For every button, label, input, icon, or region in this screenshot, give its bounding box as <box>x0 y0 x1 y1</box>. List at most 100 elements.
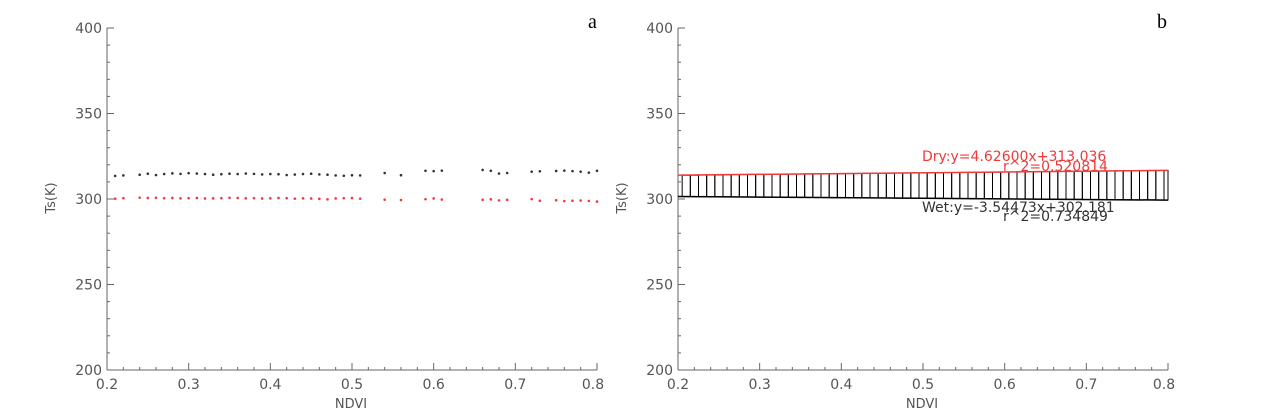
wet-edge-point <box>497 199 501 202</box>
range-box <box>820 173 830 198</box>
dry-edge-point <box>318 173 321 176</box>
dry-edge-point <box>138 173 141 177</box>
wet-edge-point <box>334 197 337 200</box>
wet-edge-point <box>228 196 231 200</box>
range-box <box>1065 170 1075 200</box>
dry-edge-point <box>187 171 190 175</box>
range-box <box>714 174 724 198</box>
wet-edge-point <box>350 196 354 200</box>
dry-edge-point <box>595 169 599 173</box>
wet-edge-point <box>179 197 182 200</box>
range-box <box>1114 170 1124 201</box>
y-tick-label: 300 <box>75 192 102 208</box>
wet-edge-point <box>252 196 256 200</box>
y-tick-label: 300 <box>646 192 673 208</box>
dry-edge-point <box>301 172 305 176</box>
dry-edge-point <box>440 169 444 172</box>
wet-edge-point <box>269 197 272 200</box>
wet-edge-point <box>122 196 125 200</box>
wet-edge-point <box>220 196 223 200</box>
dry-edge-point <box>505 171 509 175</box>
range-box <box>1024 171 1034 200</box>
x-tick-label: 0.4 <box>830 377 852 393</box>
range-box <box>967 171 977 200</box>
range-box <box>779 173 789 198</box>
dry-edge-point <box>285 173 288 177</box>
range-box <box>1032 171 1043 200</box>
x-tick-label: 0.8 <box>1153 377 1175 393</box>
y-tick-label: 250 <box>646 278 673 294</box>
dry-edge-point <box>220 172 223 176</box>
x-tick-label: 0.7 <box>504 377 526 393</box>
range-box <box>787 173 797 198</box>
wet-edge-point <box>579 199 582 202</box>
range-box <box>836 173 846 199</box>
x-tick-label: 0.5 <box>341 377 363 393</box>
x-axis-title-b: NDVI <box>906 397 938 412</box>
range-box <box>902 172 912 199</box>
range-box <box>755 173 765 198</box>
wet-edge-point <box>138 196 141 199</box>
dry-edge-point <box>236 172 239 176</box>
wet-edge-point <box>244 197 248 200</box>
range-box <box>1163 169 1169 201</box>
x-axis-title-a: NDVI <box>335 397 367 412</box>
x-tick-label: 0.6 <box>423 377 445 393</box>
dry-edge-point <box>587 171 591 174</box>
range-box <box>1073 170 1083 200</box>
wet-edge-point <box>571 199 574 203</box>
dry-edge-point <box>179 172 182 176</box>
wet-edge-point <box>285 196 288 200</box>
dry-edge-point <box>244 172 248 175</box>
range-box <box>894 172 904 199</box>
dry-edge-point <box>113 174 117 178</box>
wet-edge-point <box>481 198 484 202</box>
dry-edge-point <box>269 172 272 176</box>
range-box <box>934 172 944 199</box>
plot-area-a: 200 250 300 350 400 0.2 0.3 0.4 0.5 0.6 0.7 0.8 <box>75 21 604 393</box>
range-box <box>828 173 838 199</box>
y-tick-label: 200 <box>646 363 673 379</box>
range-box <box>1081 170 1092 201</box>
dry-edge-point <box>228 172 231 175</box>
dry-edge-point <box>326 173 329 177</box>
wet-edge-point <box>358 197 362 200</box>
range-box <box>877 172 887 199</box>
range-box <box>763 173 773 198</box>
range-box <box>804 173 814 198</box>
range-box <box>845 173 855 199</box>
y-tick-label: 200 <box>75 363 102 379</box>
wet-edge-point <box>538 199 542 203</box>
range-box <box>918 172 928 199</box>
range-box <box>730 174 740 198</box>
range-box <box>1041 171 1051 200</box>
dry-edge-point <box>309 172 313 175</box>
range-box <box>1130 170 1141 201</box>
wet-edge-point <box>440 198 444 201</box>
wet-edge-point <box>399 198 403 202</box>
wet-edge-point <box>195 196 199 200</box>
wet-edge-point <box>113 197 117 200</box>
panel-label-b: b <box>1157 11 1167 33</box>
dry-edge-point <box>432 169 435 173</box>
panel-b: 200 250 300 350 400 0.2 0.3 0.4 0.5 0.6 0.7 0.8 b N… <box>615 11 1175 412</box>
range-box <box>812 173 822 198</box>
dry-edge-point <box>293 173 297 176</box>
range-box <box>771 173 781 198</box>
range-box <box>706 174 716 198</box>
range-box <box>722 174 732 198</box>
range-box <box>869 172 879 199</box>
dry-edge-point <box>211 173 215 177</box>
wet-edge-point <box>563 199 566 203</box>
range-box <box>959 171 969 199</box>
y-tick-label: 350 <box>646 107 673 123</box>
wet-edge-point <box>432 197 435 200</box>
range-box <box>1016 171 1026 200</box>
wet-edge-point <box>342 196 346 200</box>
range-box <box>885 172 895 199</box>
dry-edge-point <box>203 172 207 176</box>
dry-edge-point <box>162 172 166 176</box>
range-box <box>1090 170 1100 201</box>
range-box <box>1147 169 1157 201</box>
wet-edge-point <box>293 197 297 200</box>
